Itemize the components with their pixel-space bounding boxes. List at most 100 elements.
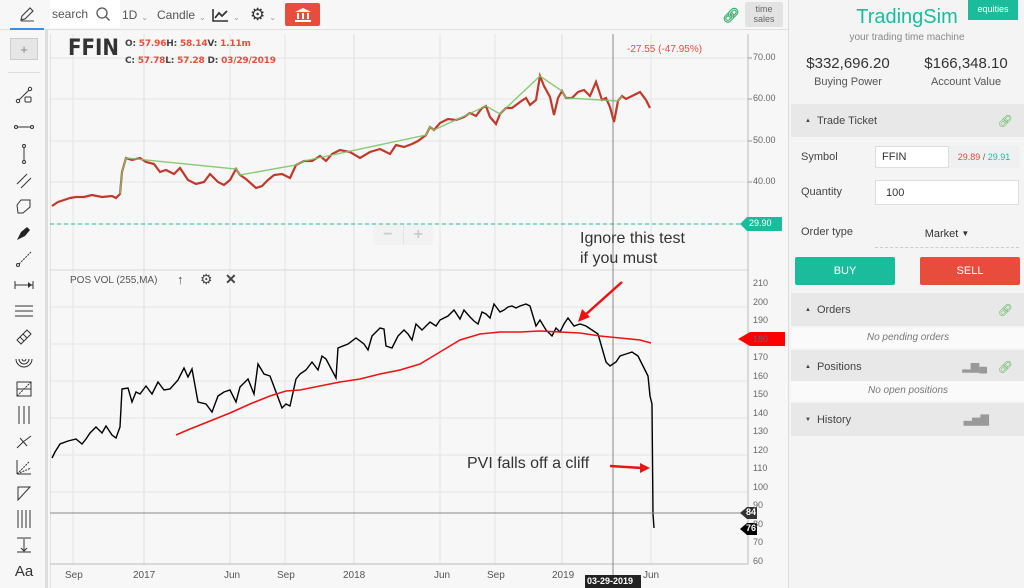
zoom-controls: − +: [373, 225, 433, 245]
link-icon[interactable]: 🔗︎: [997, 302, 1013, 317]
horizontal-lines-tool[interactable]: [10, 300, 38, 322]
triangle-icon: [17, 486, 32, 502]
polygon-tool[interactable]: [10, 196, 38, 218]
settings-dropdown[interactable]: ⚙ ⌄: [250, 0, 276, 30]
ohlc-row-1: O: 57.96H: 58.14V: 1.11m: [125, 39, 251, 49]
chevron-down-icon: ⌄: [199, 13, 206, 22]
bank-icon: [294, 7, 311, 22]
ask-value: 29.91: [987, 152, 1011, 162]
order-type-dropdown[interactable]: Market ▼: [875, 220, 1019, 248]
orders-header[interactable]: ▲ Orders 🔗︎: [791, 293, 1024, 326]
chevron-down-icon: ⌄: [233, 13, 240, 22]
ray-tool[interactable]: [10, 248, 38, 270]
buy-button[interactable]: BUY: [795, 257, 895, 285]
crosshair-date-bg: [585, 575, 641, 588]
price-axis-label: 70.00: [753, 52, 776, 62]
trendline-tool[interactable]: [10, 84, 38, 106]
fib-arc-tool[interactable]: [10, 352, 38, 374]
chevron-down-icon: ⌄: [141, 13, 149, 22]
interval-dropdown[interactable]: 1D ⌄: [122, 0, 148, 30]
chart-canvas[interactable]: [50, 34, 785, 588]
indicator-axis: 210 200 190 180 170 160 150 140 130 120 …: [753, 278, 769, 566]
history-chart-icon[interactable]: ▃▅▇: [963, 414, 989, 426]
indicator-settings-icon[interactable]: ⚙: [200, 271, 213, 287]
trading-panel: equities TradingSim your trading time ma…: [788, 0, 1024, 588]
parallel-channel-tool[interactable]: [10, 170, 38, 192]
chart-type-dropdown[interactable]: Candle ⌄: [157, 0, 206, 30]
annotation-ignore-test: Ignore this test if you must: [580, 230, 685, 267]
annotation-pvi-cliff: PVI falls off a cliff: [467, 455, 590, 472]
divider: [8, 72, 40, 73]
price-range-icon: [17, 537, 31, 553]
parallel-lines-icon: [18, 406, 30, 424]
orders-empty-message: No pending orders: [791, 328, 1024, 348]
measure-icon: [14, 281, 34, 289]
price-axis-label: 40.00: [753, 176, 776, 186]
remove-indicator-icon[interactable]: ✕: [225, 271, 237, 287]
trendline-icon: [15, 86, 33, 104]
text-tool[interactable]: Aa: [10, 560, 38, 582]
link-icon[interactable]: 🔗︎: [997, 113, 1013, 128]
symbol-input[interactable]: FFIN: [875, 146, 949, 168]
pitchfork-tool[interactable]: [10, 430, 38, 452]
brush-tool[interactable]: [10, 222, 38, 244]
vertical-lines-tool[interactable]: [10, 404, 38, 426]
crosshair-tool[interactable]: +: [10, 38, 38, 60]
move-up-icon[interactable]: ↑: [177, 272, 184, 287]
grid: [50, 34, 748, 564]
tagline: your trading time machine: [849, 32, 965, 43]
trade-ticket-header[interactable]: ▲ Trade Ticket 🔗︎: [791, 104, 1024, 137]
caret-down-icon: ▼: [961, 229, 970, 238]
history-header[interactable]: ▼ History ▃▅▇: [791, 403, 1024, 436]
measure-tool[interactable]: [10, 274, 38, 296]
price-marker-tag: [740, 217, 782, 231]
horizontal-line-tool[interactable]: [10, 116, 38, 138]
order-type-label: Order type: [801, 226, 853, 238]
time-sales-button[interactable]: time sales: [745, 2, 783, 27]
indicator-label: POS VOL (255,MA): [70, 275, 158, 286]
link-icon[interactable]: 🔗︎: [722, 6, 740, 23]
parallel-channel-icon: [16, 173, 32, 189]
buying-power-value: $332,696.20: [806, 55, 890, 72]
positions-empty-message: No open positions: [791, 381, 1024, 401]
vertical-line-tool[interactable]: [10, 143, 38, 165]
link-icon[interactable]: 🔗︎: [997, 359, 1013, 374]
triangle-tool[interactable]: [10, 482, 38, 504]
polygon-icon: [16, 199, 31, 214]
sell-button[interactable]: SELL: [920, 257, 1020, 285]
broker-button[interactable]: [285, 3, 320, 26]
annotation-arrow-1: [578, 281, 623, 322]
vertical-line-icon: [22, 144, 26, 164]
ray-icon: [16, 251, 32, 267]
buying-power-label: Buying Power: [814, 76, 882, 88]
horizontal-line-icon: [14, 125, 34, 129]
pencil-icon: [20, 7, 34, 22]
fan-tool[interactable]: [10, 456, 38, 478]
history-title: History: [816, 413, 852, 426]
zoom-in-button[interactable]: +: [402, 225, 434, 245]
positions-header[interactable]: ▲ Positions ▂▆▄ 🔗︎: [791, 350, 1024, 383]
text-icon: Aa: [14, 562, 34, 580]
pvi-series: [51, 302, 655, 529]
gann-box-tool[interactable]: [10, 378, 38, 400]
bar-chart-icon[interactable]: ▂▆▄: [962, 361, 987, 373]
cycle-lines-tool[interactable]: [10, 508, 38, 530]
account-value-value: $166,348.10: [924, 55, 1008, 72]
caret-up-icon: ▲: [805, 306, 811, 313]
indicators-dropdown[interactable]: ⌄: [212, 0, 240, 30]
quantity-input[interactable]: 100: [875, 180, 1019, 205]
chart-area[interactable]: FFIN O: 57.96H: 58.14V: 1.11m C: 57.78L:…: [50, 34, 785, 588]
price-range-tool[interactable]: [10, 534, 38, 556]
equities-badge[interactable]: equities: [968, 0, 1018, 20]
account-value: $166,348.10 Account Value: [907, 55, 1024, 88]
quantity-label: Quantity: [801, 186, 842, 198]
draw-tool-button[interactable]: [10, 0, 44, 30]
lines-icon: [15, 305, 33, 317]
ruler-tool[interactable]: [10, 326, 38, 348]
date-value: 03/29/2019: [221, 56, 276, 66]
caret-down-icon: ▼: [805, 416, 811, 423]
search-input[interactable]: search: [50, 0, 120, 28]
drawing-toolbar: + Aa: [0, 30, 48, 588]
zoom-out-button[interactable]: −: [383, 226, 393, 243]
volume-value: 1.11m: [220, 39, 251, 49]
